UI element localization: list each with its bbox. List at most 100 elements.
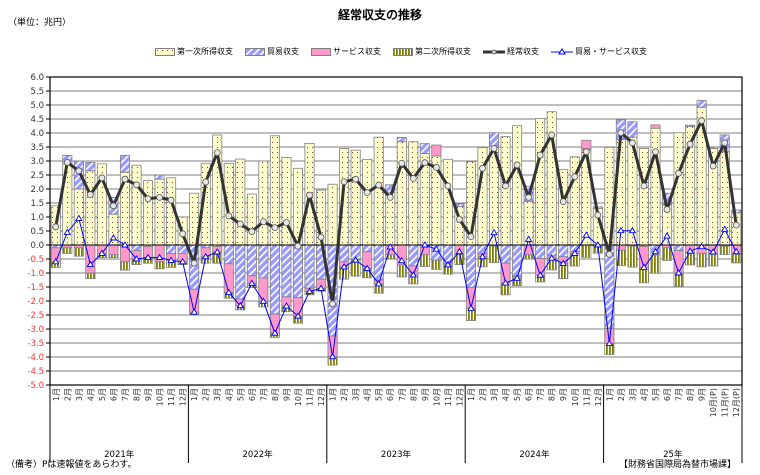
goods-services-point <box>178 257 187 265</box>
month-label: 3月 <box>75 388 84 401</box>
goods-services-point <box>271 329 279 336</box>
bar-primary-income <box>673 132 684 246</box>
month-label: 11月 <box>306 388 315 406</box>
current-account-point <box>629 139 636 147</box>
goods-services-point <box>305 287 314 294</box>
current-account-point <box>110 202 117 210</box>
month-label: 6月 <box>109 388 118 401</box>
month-label: 3月 <box>352 388 361 401</box>
bar-trade <box>131 244 142 251</box>
current-account-point <box>248 228 256 235</box>
goods-services-point <box>444 261 452 268</box>
goods-services-point <box>455 247 464 255</box>
month-label: 8月 <box>133 388 142 401</box>
source-credit: 【財務省国際局為替市場課】 <box>619 460 737 470</box>
month-label: 7月 <box>121 388 130 401</box>
current-account-point <box>686 140 694 148</box>
goods-services-point <box>121 241 129 248</box>
bar-secondary-income <box>627 245 638 268</box>
month-label: 4月 <box>363 388 372 401</box>
month-label: 5月 <box>375 388 384 401</box>
bar-primary-income <box>350 149 361 246</box>
goods-services-point <box>467 304 475 311</box>
y-tick-label: -3.5 <box>27 339 44 349</box>
month-label: 7月 <box>398 388 407 401</box>
y-tick-label: -5.0 <box>27 381 44 391</box>
current-account-point <box>375 181 383 189</box>
current-account-point <box>721 139 729 147</box>
current-account-point <box>121 175 129 183</box>
current-account-point <box>98 174 106 182</box>
current-account-point <box>86 191 94 199</box>
current-account-point <box>525 193 533 201</box>
goods-services-point <box>651 247 660 255</box>
y-tick-label: -0.5 <box>27 255 44 265</box>
month-label: 1月 <box>329 388 338 401</box>
y-tick-label: -4.0 <box>27 353 44 363</box>
bar-services <box>650 124 661 129</box>
goods-services-point <box>155 253 164 261</box>
goods-services-point <box>605 339 614 347</box>
goods-services-point <box>224 288 233 296</box>
current-account-point <box>652 148 659 156</box>
y-tick-label: -3.0 <box>27 325 44 335</box>
y-tick-label: -2.5 <box>27 311 44 321</box>
bar-secondary-income <box>696 252 707 268</box>
month-label: 7月 <box>536 388 545 401</box>
y-tick-label: -1.5 <box>27 283 44 293</box>
y-tick-label: 4.5 <box>30 115 44 125</box>
bar-trade <box>269 244 280 315</box>
month-label: 2月 <box>63 388 72 401</box>
goods-services-point <box>236 301 245 309</box>
goods-services-point <box>190 308 198 315</box>
goods-services-point <box>201 252 210 260</box>
month-label: 2月 <box>340 388 349 401</box>
bar-trade <box>385 184 396 194</box>
current-account-point <box>582 148 590 156</box>
current-account-point <box>259 218 267 226</box>
goods-services-point <box>363 264 371 271</box>
bar-trade <box>685 124 696 127</box>
month-label: 6月 <box>525 388 534 401</box>
goods-services-point <box>490 228 498 236</box>
goods-services-point <box>98 249 106 256</box>
year-label: 25年 <box>663 449 683 460</box>
legend: 第一次所得収支 貿易収支 サービス収支 第二次所得収支 経常収支 貿易・サービス… <box>155 46 647 57</box>
bar-trade <box>177 244 188 254</box>
legend-label: サービス収支 <box>333 47 381 56</box>
current-account-point <box>213 149 221 157</box>
month-label: 12月(P) <box>732 388 741 417</box>
footnote: （備考）Pは速報値をあらわす。 <box>6 460 137 470</box>
goods-services-point <box>582 231 591 238</box>
current-account-point <box>571 173 579 181</box>
bar-secondary-income <box>523 254 534 260</box>
month-label: 4月 <box>640 388 649 401</box>
y-tick-label: 4.0 <box>30 129 44 139</box>
bar-trade <box>85 161 96 172</box>
bar-trade <box>73 160 84 190</box>
goods-services-point <box>432 245 441 252</box>
goods-services-point <box>709 248 717 255</box>
y-tick-label: 3.0 <box>30 157 44 167</box>
bar-trade <box>489 132 500 147</box>
bar-trade <box>258 244 269 279</box>
bar-primary-income <box>500 136 511 246</box>
legend-item-primary-income: 第一次所得収支 <box>155 46 233 57</box>
goods-services-point <box>317 284 325 291</box>
bar-primary-income <box>154 178 165 246</box>
month-label: 12月 <box>317 388 326 406</box>
bar-trade <box>627 121 638 138</box>
bar-secondary-income <box>108 254 119 259</box>
legend-label: 貿易収支 <box>267 47 299 56</box>
month-label: 2月 <box>479 388 488 401</box>
goods-services-point <box>697 242 706 250</box>
goods-services-point <box>628 226 637 234</box>
month-label: 9月 <box>698 388 707 401</box>
month-label: 1月 <box>190 388 199 401</box>
plot-frame <box>49 76 743 386</box>
bar-primary-income <box>638 147 649 246</box>
month-label: 6月 <box>386 388 395 401</box>
goods-services-point <box>340 262 348 270</box>
bar-trade <box>292 244 303 299</box>
